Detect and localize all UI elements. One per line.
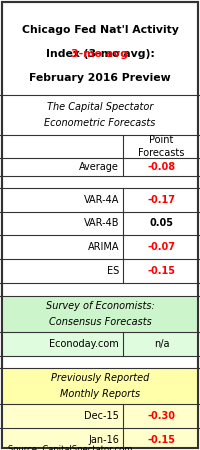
Text: Previously Reported: Previously Reported [51,373,149,383]
Text: ARIMA: ARIMA [88,242,119,252]
Text: ES: ES [107,266,119,276]
Text: Source: CapitalSpectator.com: Source: CapitalSpectator.com [8,446,132,450]
Text: 0.05: 0.05 [150,218,174,229]
Text: -0.15: -0.15 [148,435,176,445]
Text: Consensus Forecasts: Consensus Forecasts [49,317,151,327]
Text: Dec-15: Dec-15 [84,411,119,421]
FancyBboxPatch shape [2,296,198,332]
Text: Forecasts: Forecasts [138,148,185,158]
FancyBboxPatch shape [2,332,198,356]
Text: The Capital Spectator: The Capital Spectator [47,102,153,112]
Text: -0.15: -0.15 [148,266,176,276]
Text: Econometric Forecasts: Econometric Forecasts [44,118,156,128]
FancyBboxPatch shape [2,404,198,428]
Text: -0.08: -0.08 [147,162,176,172]
Text: Monthly Reports: Monthly Reports [60,389,140,399]
Text: VAR-4A: VAR-4A [84,194,119,205]
Text: Point: Point [149,135,174,145]
Text: Index (3-mo avg):: Index (3-mo avg): [46,49,154,59]
Text: Chicago Fed Nat'l Activity: Chicago Fed Nat'l Activity [22,25,178,35]
Text: Econoday.com: Econoday.com [49,338,119,349]
Text: Average: Average [79,162,119,172]
FancyBboxPatch shape [2,428,198,450]
Text: -0.30: -0.30 [148,411,176,421]
Text: n/a: n/a [154,338,169,349]
Text: Survey of Economists:: Survey of Economists: [46,301,154,310]
Text: -0.17: -0.17 [148,194,176,205]
Text: 3-mo avg: 3-mo avg [71,49,128,59]
Text: February 2016 Preview: February 2016 Preview [29,73,171,83]
FancyBboxPatch shape [2,368,198,404]
Text: Jan-16: Jan-16 [88,435,119,445]
Text: VAR-4B: VAR-4B [84,218,119,229]
Text: -0.07: -0.07 [148,242,176,252]
